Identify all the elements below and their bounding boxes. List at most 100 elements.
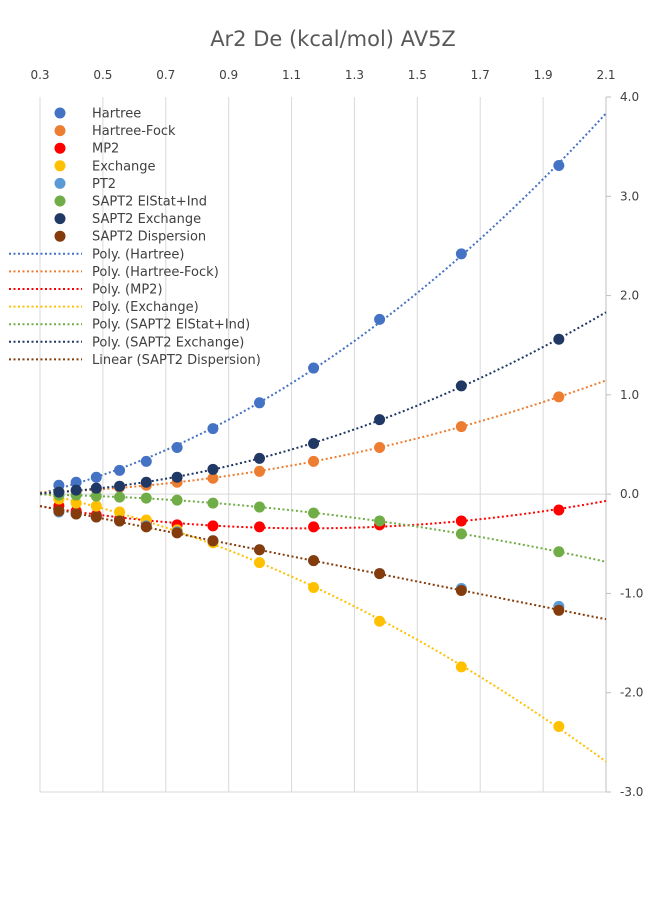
- data-point: [171, 527, 183, 539]
- legend-label: Hartree-Fock: [92, 124, 176, 139]
- legend-marker: [54, 195, 66, 207]
- data-point: [140, 521, 152, 533]
- data-point: [114, 506, 126, 518]
- x-tick-label: 1.5: [408, 68, 427, 82]
- data-point: [53, 486, 65, 498]
- data-point: [171, 441, 183, 453]
- legend-label: PT2: [92, 177, 116, 192]
- x-tick-label: 1.1: [282, 68, 301, 82]
- trendline: [39, 379, 607, 494]
- data-point: [70, 497, 82, 509]
- data-point: [553, 604, 565, 616]
- data-point: [171, 494, 183, 506]
- legend-label: Poly. (Hartree): [92, 247, 184, 262]
- data-point: [253, 397, 265, 409]
- x-tick-label: 2.1: [596, 68, 615, 82]
- y-tick-label: -3.0: [620, 785, 643, 799]
- legend-marker: [54, 213, 66, 225]
- trendlines: [39, 112, 607, 763]
- x-tick-label: 0.5: [93, 68, 112, 82]
- legend-marker: [54, 177, 66, 189]
- data-point: [207, 535, 219, 547]
- data-point: [308, 507, 320, 519]
- data-point: [308, 438, 320, 450]
- legend-label: SAPT2 ElStat+Ind: [92, 195, 207, 210]
- y-tick-label: 2.0: [620, 289, 639, 303]
- data-points: [53, 160, 565, 732]
- data-point: [207, 497, 219, 509]
- data-point: [253, 452, 265, 464]
- legend-label: Exchange: [92, 159, 156, 174]
- y-tick-label: 0.0: [620, 487, 639, 501]
- legend-label: Poly. (MP2): [92, 283, 163, 298]
- data-point: [90, 471, 102, 483]
- data-point: [455, 661, 467, 673]
- data-point: [171, 471, 183, 483]
- data-point: [553, 391, 565, 403]
- y-tick-label: 1.0: [620, 388, 639, 402]
- trendline: [39, 112, 607, 495]
- legend-label: Hartree: [92, 107, 141, 122]
- data-point: [374, 414, 386, 426]
- data-point: [553, 333, 565, 345]
- legend-label: Linear (SAPT2 Dispersion): [92, 353, 261, 368]
- data-point: [90, 490, 102, 502]
- data-point: [53, 505, 65, 517]
- data-point: [70, 484, 82, 496]
- data-point: [374, 615, 386, 627]
- data-point: [308, 455, 320, 467]
- data-point: [253, 521, 265, 533]
- data-point: [253, 465, 265, 477]
- legend-label: Poly. (Exchange): [92, 300, 199, 315]
- legend-label: Poly. (Hartree-Fock): [92, 265, 219, 280]
- data-point: [374, 441, 386, 453]
- data-point: [455, 584, 467, 596]
- data-point: [207, 423, 219, 435]
- legend-marker: [54, 125, 66, 137]
- x-tick-label: 0.3: [30, 68, 49, 82]
- chart-title: Ar2 De (kcal/mol) AV5Z: [210, 27, 456, 51]
- data-point: [253, 501, 265, 513]
- trendline: [39, 493, 607, 563]
- data-point: [374, 568, 386, 580]
- legend-label: Poly. (SAPT2 ElStat+Ind): [92, 318, 250, 333]
- y-tick-label: -2.0: [620, 686, 643, 700]
- legend-label: Poly. (SAPT2 Exchange): [92, 335, 244, 350]
- data-point: [253, 557, 265, 569]
- data-point: [70, 508, 82, 520]
- data-point: [553, 720, 565, 732]
- data-point: [374, 515, 386, 527]
- y-tick-label: -1.0: [620, 586, 643, 600]
- legend-marker: [54, 107, 66, 119]
- data-point: [114, 464, 126, 476]
- data-point: [207, 472, 219, 484]
- data-point: [253, 544, 265, 556]
- data-point: [114, 515, 126, 527]
- legend-marker: [54, 142, 66, 154]
- x-tick-label: 0.7: [156, 68, 175, 82]
- legend-marker: [54, 230, 66, 242]
- data-point: [308, 362, 320, 374]
- data-point: [455, 421, 467, 433]
- trendline: [39, 311, 607, 495]
- legend-label: MP2: [92, 142, 119, 157]
- trendline: [39, 499, 607, 530]
- data-point: [374, 313, 386, 325]
- data-point: [308, 555, 320, 567]
- data-point: [455, 248, 467, 260]
- data-point: [553, 504, 565, 516]
- data-point: [90, 500, 102, 512]
- legend-marker: [54, 160, 66, 172]
- data-point: [140, 476, 152, 488]
- legend-label: SAPT2 Exchange: [92, 212, 201, 227]
- data-point: [308, 581, 320, 593]
- data-point: [207, 463, 219, 475]
- data-point: [553, 546, 565, 558]
- data-point: [207, 520, 219, 532]
- data-point: [455, 380, 467, 392]
- legend-label: SAPT2 Dispersion: [92, 230, 206, 245]
- data-point: [553, 160, 565, 172]
